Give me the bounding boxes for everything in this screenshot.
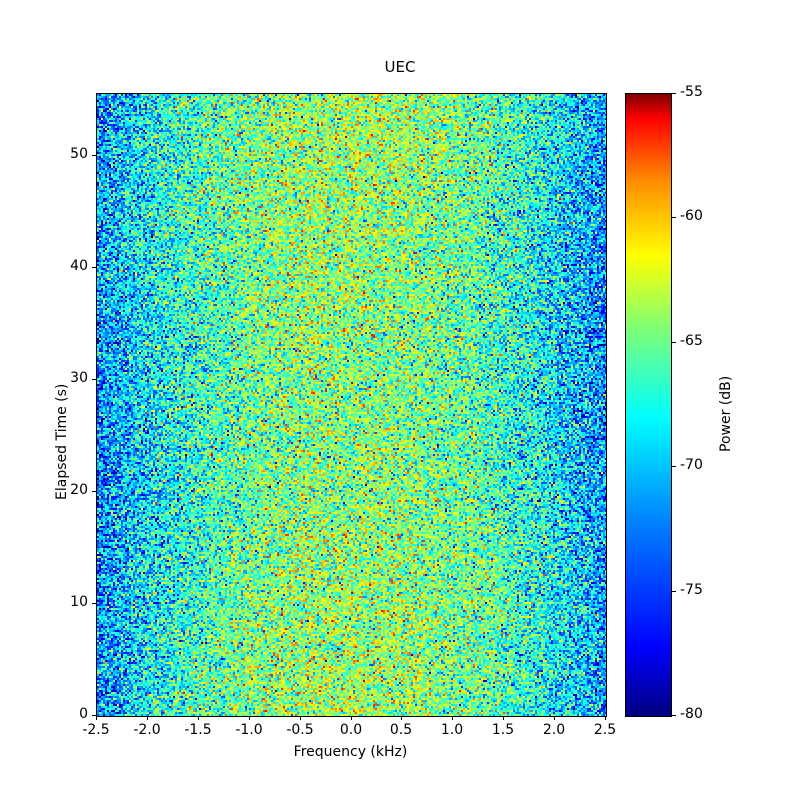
colorbar-tick-label: -75 — [680, 582, 703, 598]
x-tick-label: -0.5 — [286, 722, 314, 738]
y-tick-label: 50 — [70, 146, 88, 162]
colorbar-tick-label: -80 — [680, 706, 703, 722]
x-tick-mark — [401, 716, 402, 720]
colorbar-tick-mark — [672, 93, 676, 94]
colorbar-tick-mark — [672, 466, 676, 467]
x-tick-mark — [605, 716, 606, 720]
colorbar-tick-mark — [672, 591, 676, 592]
x-tick-mark — [554, 716, 555, 720]
colorbar-tick-mark — [672, 217, 676, 218]
colorbar-tick-label: -65 — [680, 333, 703, 349]
x-tick-label: 2.5 — [593, 722, 617, 738]
y-tick-label: 30 — [70, 370, 88, 386]
y-tick-label: 10 — [70, 594, 88, 610]
x-tick-label: 1.5 — [491, 722, 515, 738]
x-tick-label: 1.0 — [440, 722, 464, 738]
x-axis-label: Frequency (kHz) — [293, 744, 408, 760]
y-tick-mark — [92, 603, 96, 604]
x-tick-label: -2.0 — [133, 722, 161, 738]
x-tick-mark — [452, 716, 453, 720]
colorbar-tick-label: -55 — [680, 84, 703, 100]
x-tick-mark — [147, 716, 148, 720]
spectrogram-plot-area — [96, 93, 607, 717]
x-tick-mark — [249, 716, 250, 720]
y-axis-label: Elapsed Time (s) — [54, 383, 70, 500]
x-tick-mark — [503, 716, 504, 720]
colorbar-tick-mark — [672, 715, 676, 716]
x-tick-mark — [351, 716, 352, 720]
y-tick-mark — [92, 155, 96, 156]
y-tick-mark — [92, 267, 96, 268]
colorbar-tick-label: -60 — [680, 208, 703, 224]
x-tick-label: 0.5 — [389, 722, 413, 738]
colorbar-label: Power (dB) — [718, 375, 734, 452]
colorbar-tick-label: -70 — [680, 457, 703, 473]
x-tick-label: 2.0 — [542, 722, 566, 738]
y-tick-mark — [92, 715, 96, 716]
colorbar-tick-mark — [672, 342, 676, 343]
x-tick-mark — [96, 716, 97, 720]
x-tick-label: -1.5 — [184, 722, 212, 738]
y-tick-mark — [92, 491, 96, 492]
x-tick-label: 0.0 — [339, 722, 363, 738]
x-tick-label: -1.0 — [235, 722, 263, 738]
x-tick-mark — [300, 716, 301, 720]
spectrogram-heatmap — [97, 94, 606, 716]
y-tick-label: 20 — [70, 482, 88, 498]
x-tick-mark — [198, 716, 199, 720]
x-tick-label: -2.5 — [82, 722, 110, 738]
title-line-station: UEC — [384, 58, 416, 76]
y-tick-label: 0 — [79, 706, 88, 722]
y-tick-label: 40 — [70, 258, 88, 274]
colorbar — [625, 93, 672, 717]
y-tick-mark — [92, 379, 96, 380]
